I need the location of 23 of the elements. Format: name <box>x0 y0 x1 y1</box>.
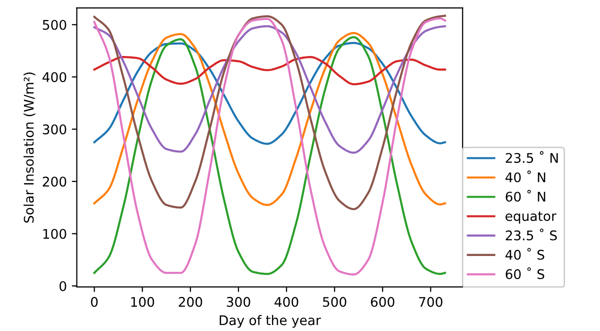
x-tick-label: 100 <box>131 296 154 307</box>
y-tick-label: 0 <box>60 281 66 292</box>
legend-label: 60 ˚ N <box>506 190 546 202</box>
y-tick-label: 300 <box>42 124 66 134</box>
legend-label: 60 ˚ S <box>506 267 544 280</box>
legend-label: 40 ˚ N <box>505 170 546 182</box>
legend-label: 23.5 ˚ S <box>506 228 557 240</box>
y-tick-label: 100 <box>43 228 66 239</box>
x-axis-title: Day of the year <box>220 315 321 328</box>
legend-label: equator <box>506 212 556 224</box>
x-tick-label: 600 <box>370 296 394 307</box>
y-tick-label: 500 <box>42 20 66 30</box>
y-tick-label: 400 <box>42 72 66 82</box>
y-axis-title: Solar Insolation (W/m²) <box>24 72 36 223</box>
x-tick-label: 200 <box>178 296 202 307</box>
x-tick-label: 400 <box>274 296 298 307</box>
x-tick-label: 700 <box>419 296 442 307</box>
legend-label: 23.5 ˚ N <box>506 151 558 163</box>
x-tick-label: 500 <box>322 296 346 307</box>
x-tick-label: 300 <box>226 296 250 307</box>
x-tick-label: 0 <box>91 296 98 307</box>
legend-label: 40 ˚ S <box>505 248 544 260</box>
y-tick-label: 200 <box>42 176 66 187</box>
